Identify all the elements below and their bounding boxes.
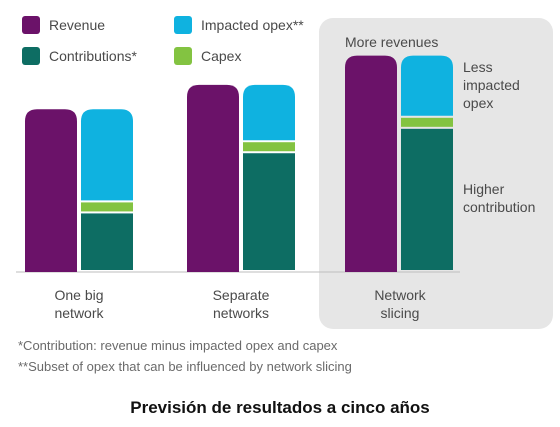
bar-capex-network-slicing [401,117,453,127]
annotation-more-revenues: More revenues [345,34,439,50]
category-label-separate-networks: Separate networks [212,287,270,321]
annotation-less-impacted-opex: Less impacted opex [463,59,520,111]
bar-impacted-opex-one-big-network [81,109,133,201]
legend-label-revenue: Revenue [49,17,106,33]
caption: Previsión de resultados a cinco años [130,398,430,417]
legend-item-contributions: Contributions* [22,47,137,65]
bar-contribution-one-big-network [81,213,133,270]
category-label-one-big-network: One big network [54,287,104,321]
legend-swatch-contributions [22,47,40,65]
bar-capex-separate-networks [243,142,295,152]
legend-label-contributions: Contributions* [49,48,137,64]
bar-revenue-one-big-network [25,109,77,272]
bar-contribution-separate-networks [243,153,295,270]
legend-label-impacted-opex: Impacted opex** [201,17,304,33]
legend-label-capex: Capex [201,48,242,64]
bar-impacted-opex-network-slicing [401,55,453,116]
legend-item-revenue: Revenue [22,16,105,34]
category-label-network-slicing: Network slicing [374,287,426,321]
bar-contribution-network-slicing [401,128,453,270]
legend-item-capex: Capex [174,47,241,65]
bar-revenue-network-slicing [345,55,397,272]
bar-impacted-opex-separate-networks [243,84,295,141]
bar-capex-one-big-network [81,202,133,212]
annotation-higher-contribution: Higher contribution [463,181,536,215]
legend-item-impacted-opex: Impacted opex** [174,16,304,34]
legend-swatch-revenue [22,16,40,34]
legend-swatch-capex [174,47,192,65]
bar-revenue-separate-networks [187,84,239,273]
footnote-impacted-opex: **Subset of opex that can be influenced … [18,359,352,374]
legend-swatch-impacted-opex [174,16,192,34]
footnote-contribution: *Contribution: revenue minus impacted op… [18,338,338,353]
